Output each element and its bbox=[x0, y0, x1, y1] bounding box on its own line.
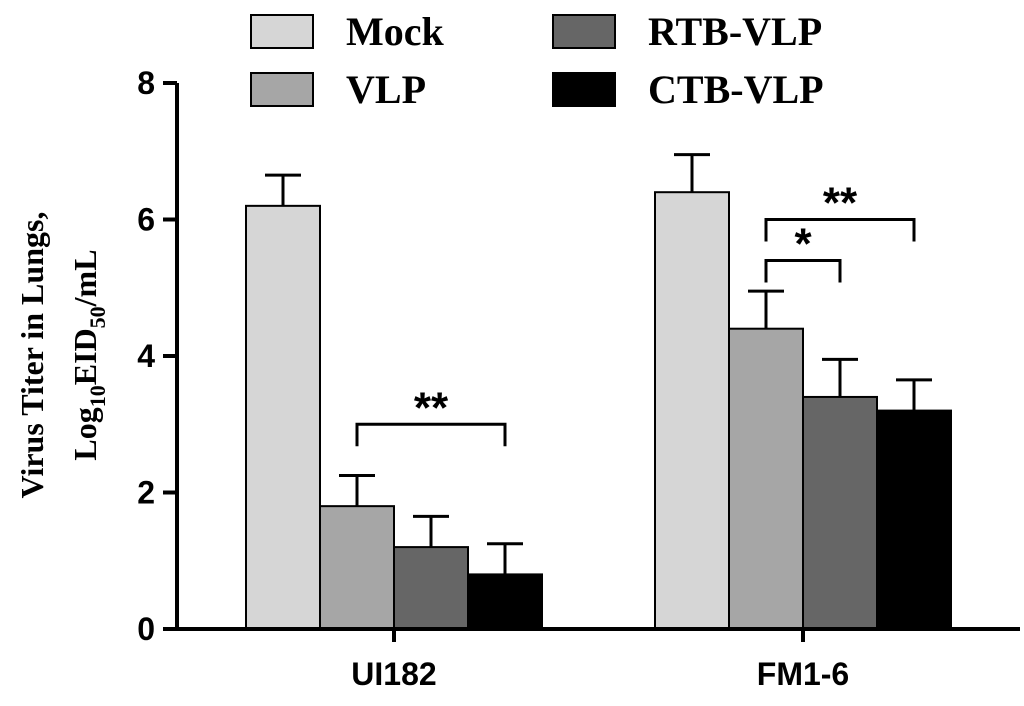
legend-swatch-rtb-vlp bbox=[552, 14, 616, 49]
bar-mock-fm1-6 bbox=[654, 191, 730, 630]
bars bbox=[245, 191, 952, 631]
bar-rtb-vlp-fm1-6 bbox=[802, 395, 878, 631]
bar-ctb-vlp-ui182 bbox=[467, 573, 543, 631]
legend-label: Mock bbox=[346, 9, 445, 54]
legend: Mock VLP RTB-VLP CTB-VLP bbox=[250, 9, 824, 112]
legend-swatch-ctb-vlp bbox=[552, 72, 616, 107]
significance-label: ** bbox=[823, 179, 858, 228]
x-axis: UI182 FM1-6 bbox=[175, 627, 1020, 692]
x-tick-label: UI182 bbox=[351, 656, 436, 692]
legend-swatch-vlp bbox=[250, 72, 314, 107]
y-tick-label: 0 bbox=[137, 611, 155, 647]
y-tick-label: 6 bbox=[137, 202, 155, 238]
legend-label: RTB-VLP bbox=[648, 9, 822, 54]
y-axis: 0 2 4 6 8 bbox=[137, 65, 179, 647]
significance-bracket bbox=[764, 218, 916, 242]
y-tick-label: 2 bbox=[137, 475, 155, 511]
bar-vlp-fm1-6 bbox=[728, 327, 804, 630]
significance-brackets: ***** bbox=[355, 179, 916, 447]
significance-label: ** bbox=[414, 383, 449, 432]
significance-bracket bbox=[355, 422, 507, 447]
y-axis-label-line2: Log10EID50/mL bbox=[67, 249, 110, 460]
significance-label: * bbox=[794, 219, 812, 268]
bar-mock-ui182 bbox=[245, 204, 321, 630]
bar-rtb-vlp-ui182 bbox=[393, 546, 469, 630]
legend-label: VLP bbox=[346, 67, 426, 112]
legend-swatch-mock bbox=[250, 14, 314, 49]
y-tick-label: 8 bbox=[137, 65, 155, 101]
x-tick-label: FM1-6 bbox=[757, 656, 849, 692]
y-axis-label-line1: Virus Titer in Lungs, bbox=[14, 212, 50, 499]
y-tick-label: 4 bbox=[137, 338, 155, 374]
legend-label: CTB-VLP bbox=[648, 67, 824, 112]
error-bars bbox=[265, 153, 932, 575]
bar-vlp-ui182 bbox=[319, 505, 395, 630]
significance-bracket bbox=[764, 258, 842, 283]
bar-ctb-vlp-fm1-6 bbox=[876, 409, 952, 630]
